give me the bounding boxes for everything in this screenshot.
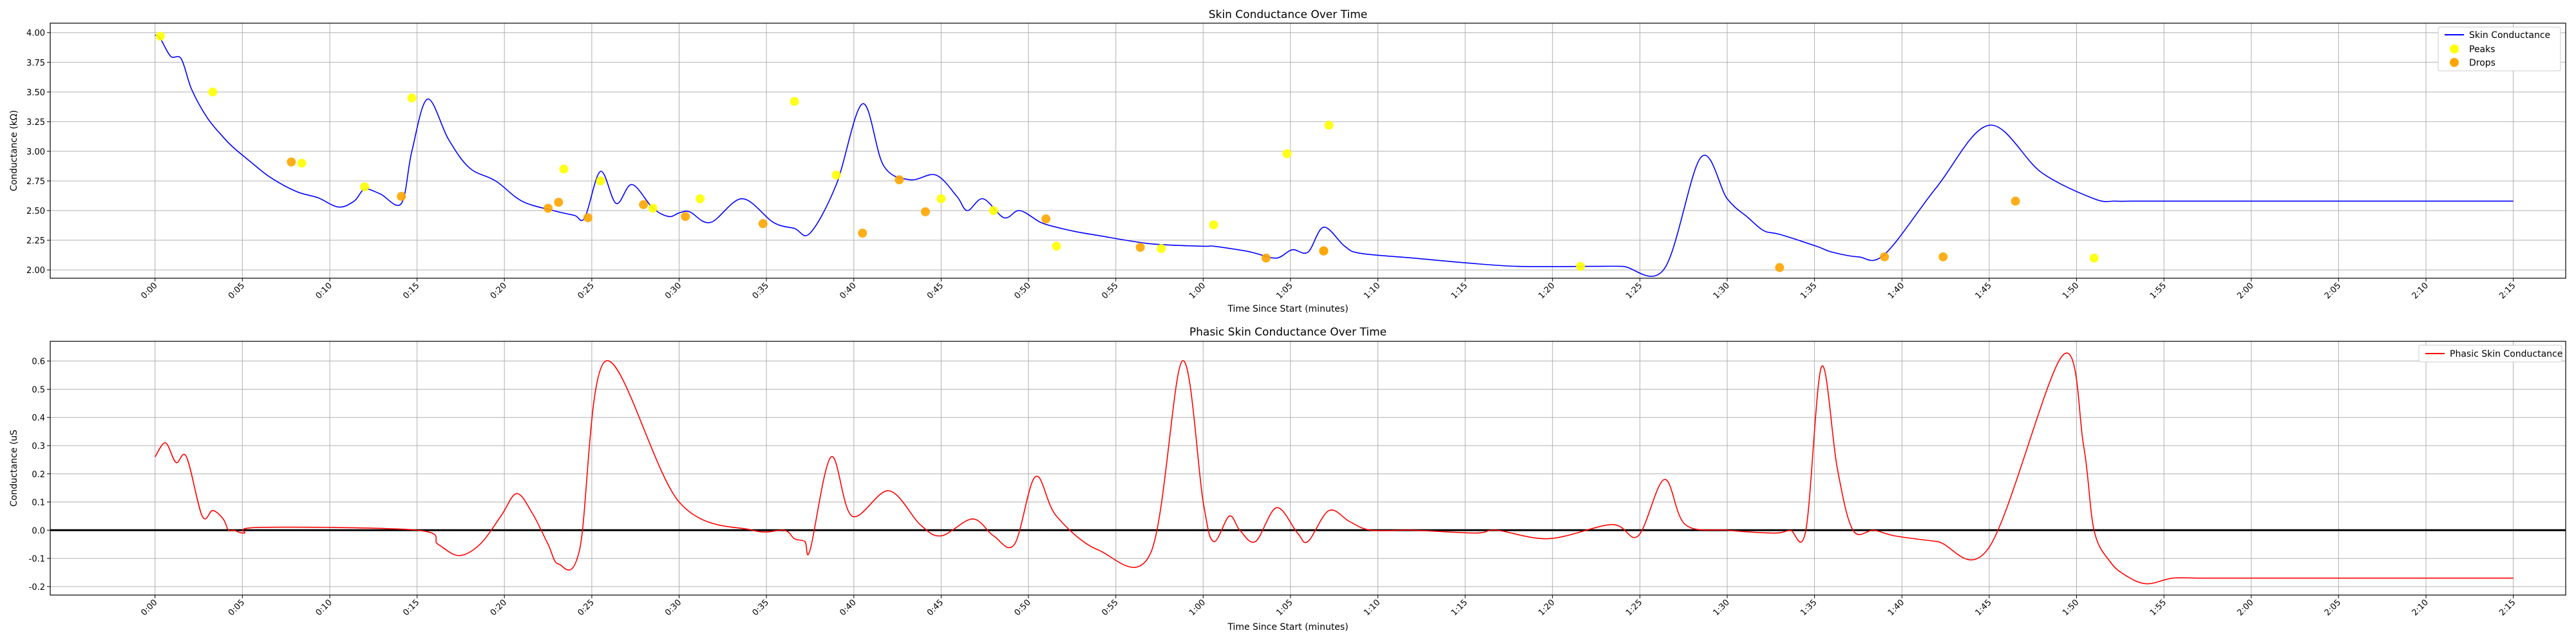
chart-1-point-drops	[920, 207, 930, 216]
chart-2-y-tick-label: -0.1	[29, 554, 45, 564]
chart-1-point-peaks	[696, 194, 705, 204]
chart-1-y-tick-label: 3.25	[26, 118, 45, 128]
chart-2-plot-area	[50, 352, 2566, 585]
chart-1-point-drops	[583, 213, 592, 223]
chart-2-y-tick-label: 0.5	[32, 385, 45, 395]
chart-2-y-ticks: -0.2 -0.1 0.0 0.1 0.2 0.3 0.4 0.5 0.6	[29, 357, 50, 592]
chart-1-y-tick-label: 2.50	[26, 207, 45, 216]
chart-1-point-drops	[895, 175, 904, 185]
chart-1-point-peaks	[1052, 242, 1061, 251]
chart-1-y-ticks: 2.00 2.25 2.50 2.75 3.00 3.25 3.50 3.75 4.00	[26, 29, 50, 276]
chart-1-y-tick-label: 2.00	[26, 266, 45, 276]
chart-1-legend-box	[2438, 26, 2561, 71]
chart-1-point-drops	[1938, 252, 1948, 261]
chart-2-y-tick-label: 0.3	[32, 442, 45, 451]
chart-1-x-axis-label: Time Since Start (minutes)	[1227, 304, 1348, 314]
chart-1-legend-swatch-peaks	[2450, 44, 2459, 53]
chart-2-x-axis-label: Time Since Start (minutes)	[1227, 622, 1348, 632]
chart-1-point-peaks	[1576, 261, 1586, 271]
chart-1-point-peaks	[596, 176, 605, 185]
chart-1-point-peaks	[407, 93, 417, 103]
chart-1-point-peaks	[989, 206, 998, 216]
chart-1-point-drops	[2011, 196, 2020, 206]
chart-2-y-tick-label: 0.1	[32, 498, 45, 508]
chart-1-point-drops	[1880, 252, 1889, 261]
chart-1-point-peaks	[831, 170, 841, 180]
chart-1-point-peaks	[2089, 253, 2099, 263]
chart-1-point-drops	[554, 198, 564, 207]
chart-1-legend: Skin Conductance Peaks Drops	[2438, 26, 2561, 71]
chart-1-point-drops	[1261, 253, 1271, 263]
chart-2-y-tick-label: 0.6	[32, 357, 45, 367]
chart-1-point-peaks	[208, 87, 218, 97]
chart-1-grid	[50, 23, 2566, 278]
chart-1-legend-label-drops: Drops	[2469, 58, 2496, 68]
chart-1-point-peaks	[1157, 243, 1166, 253]
chart-1-series-skin-conductance	[155, 34, 2514, 277]
chart-1-point-peaks	[936, 194, 946, 204]
chart-1-point-drops	[858, 229, 867, 238]
chart-2-y-tick-label: 0.2	[32, 470, 45, 480]
chart-1: Skin Conductance Over Time 0:00 0:05 0:10 0…	[9, 8, 2566, 314]
chart-1-point-peaks	[360, 182, 370, 192]
chart-1-point-peaks	[790, 97, 799, 106]
chart-2-y-axis-label: Conductance (uS	[9, 430, 19, 507]
chart-1-y-tick-label: 4.00	[26, 29, 45, 39]
chart-1-point-peaks	[1282, 149, 1292, 158]
chart-2-legend-label-phasic: Phasic Skin Conductance	[2450, 349, 2562, 359]
chart-1-y-axis-label: Conductance (kΩ)	[9, 110, 19, 191]
chart-1-axes-frame	[50, 23, 2566, 279]
chart-2-y-tick-label: -0.2	[29, 583, 45, 592]
chart-1-y-tick-label: 3.00	[26, 147, 45, 157]
chart-1-legend-label-skin-conductance: Skin Conductance	[2469, 30, 2550, 41]
chart-1-point-peaks	[1209, 220, 1218, 230]
chart-1-point-drops	[1775, 263, 1785, 272]
chart-1-point-drops	[681, 212, 690, 222]
chart-2-title: Phasic Skin Conductance Over Time	[1189, 326, 1387, 339]
chart-1-legend-swatch-drops	[2450, 58, 2459, 67]
chart-2-legend: Phasic Skin Conductance	[2418, 345, 2562, 363]
chart-1-point-drops	[544, 204, 553, 213]
chart-1-point-drops	[639, 200, 649, 209]
chart-1-y-tick-label: 2.25	[26, 236, 45, 246]
chart-1-point-drops	[397, 191, 406, 201]
chart-2-legend-box	[2418, 345, 2562, 363]
chart-1-y-tick-label: 3.75	[26, 59, 45, 68]
chart-1-point-peaks	[648, 204, 658, 213]
chart-1-point-peaks	[559, 164, 569, 174]
chart-2-y-tick-label: 0.4	[32, 413, 45, 423]
chart-1-point-peaks	[155, 32, 165, 41]
chart-1-point-drops	[1041, 214, 1051, 223]
chart-1-y-tick-label: 2.75	[26, 177, 45, 187]
chart-2-axes-frame	[50, 341, 2566, 596]
chart-1-point-drops	[1319, 246, 1329, 256]
chart-1-point-drops	[287, 157, 296, 167]
chart-1-point-drops	[1135, 243, 1145, 252]
chart-1-point-peaks	[297, 158, 307, 168]
chart-1-title: Skin Conductance Over Time	[1209, 8, 1367, 21]
chart-1-plot-area	[155, 32, 2514, 277]
chart-1-point-drops	[758, 219, 768, 229]
chart-2-series-phasic-skin-conductance	[155, 352, 2514, 585]
chart-2-y-tick-label: 0.0	[32, 526, 45, 536]
chart-1-legend-label-peaks: Peaks	[2469, 44, 2496, 55]
chart-1-point-peaks	[1324, 120, 1334, 130]
chart-1-y-tick-label: 3.50	[26, 88, 45, 98]
